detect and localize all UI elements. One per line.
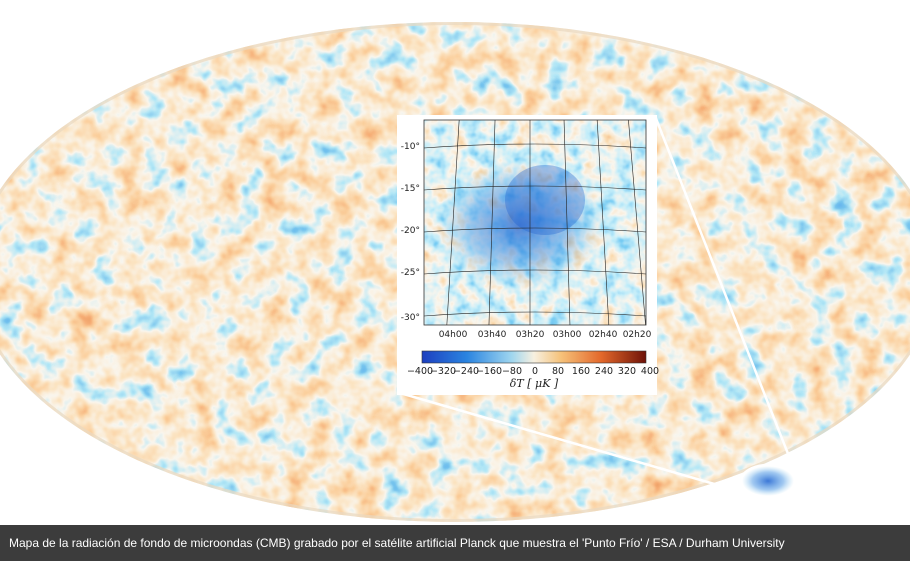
grid-meridian [596,119,610,326]
y-tick: -10° [401,142,420,152]
colorbar-tick-label: 400 [641,366,659,377]
cmb-map-svg: -10° -15° -20° -25° -30° 04h00 03h40 03h… [0,22,910,522]
inset-grid [423,119,647,326]
x-tick: 04h00 [439,330,468,340]
grid-parallel [423,227,647,233]
caption-text: Mapa de la radiación de fondo de microon… [9,536,785,550]
inset-y-ticks: -10° -15° -20° -25° -30° [401,142,420,323]
grid-parallel [423,311,647,317]
inset-x-ticks: 04h00 03h40 03h20 03h00 02h40 02h20 [439,330,652,340]
colorbar-tick-label: −160 [476,366,502,377]
colorbar-label: δT [ μK ] [510,377,559,390]
grid-parallel [423,143,647,149]
colorbar-tick-label: 160 [572,366,590,377]
x-tick: 02h20 [623,330,652,340]
cmb-figure: -10° -15° -20° -25° -30° 04h00 03h40 03h… [0,22,910,522]
cold-spot-region [742,466,794,496]
grid-meridian [563,119,571,326]
grid-parallel [423,185,647,191]
colorbar [421,350,647,364]
colorbar-tick-label: −80 [502,366,522,377]
caption-bar: Mapa de la radiación de fondo de microon… [0,525,910,561]
y-tick: -20° [401,226,420,236]
y-tick: -30° [401,313,420,323]
colorbar-tick-label: 80 [552,366,564,377]
y-tick: -25° [401,268,420,278]
y-tick: -15° [401,184,420,194]
colorbar-tick-label: 240 [595,366,613,377]
grid-meridian [488,119,496,326]
callout-line-top [653,115,796,470]
cold-spot-marker [739,463,797,499]
x-tick: 03h20 [516,330,545,340]
grid-parallel [423,269,647,275]
inset-map [423,119,647,326]
colorbar-ticks: −400−320−240−160 −80 0 80 160 240 320 400 [407,366,659,377]
grid-meridian [446,119,460,326]
callout-line-bottom [399,391,743,494]
grid-meridian [628,119,646,326]
colorbar-tick-label: −320 [430,366,456,377]
colorbar-tick-label: −400 [407,366,433,377]
x-tick: 03h00 [553,330,582,340]
x-tick: 03h40 [478,330,507,340]
colorbar-tick-label: 0 [532,366,538,377]
x-tick: 02h40 [589,330,618,340]
inset-panel: -10° -15° -20° -25° -30° 04h00 03h40 03h… [397,115,659,395]
colorbar-tick-label: 320 [618,366,636,377]
colorbar-tick-label: −240 [453,366,479,377]
